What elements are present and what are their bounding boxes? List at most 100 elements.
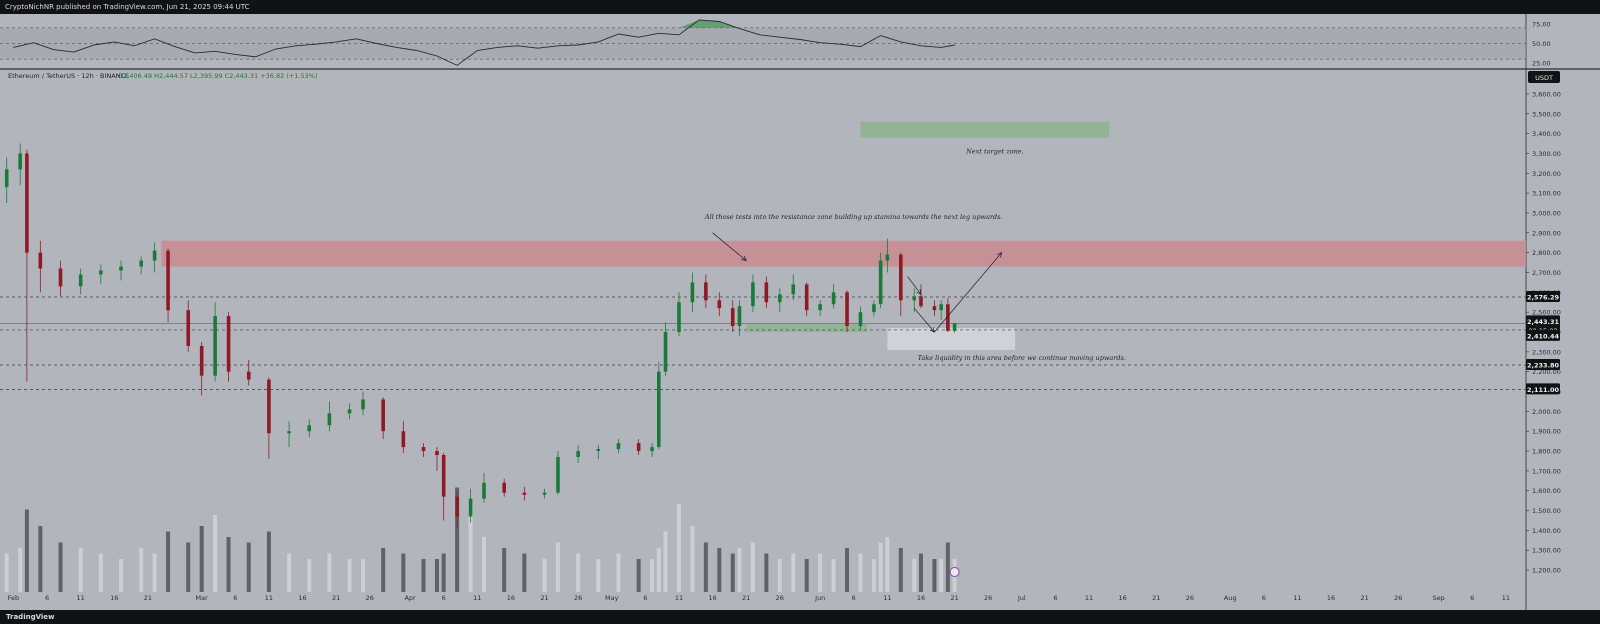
rsi-pane: 25.00 50.00 75.00	[0, 19, 1551, 68]
price-tick-label: 2,700.00	[1532, 269, 1561, 277]
volume-bar	[186, 542, 191, 592]
candle-body	[737, 306, 742, 327]
volume-bar	[441, 553, 446, 592]
volume-bar	[703, 542, 708, 592]
price-axis: 1,200.00 1,300.00 1,400.00 1,500.00 1,600.00…	[1526, 90, 1561, 575]
annotation-text: Take liquidity in this area before we co…	[918, 354, 1126, 362]
candle-body	[845, 292, 849, 327]
time-tick-label: 26	[1394, 594, 1402, 602]
price-tick-label: 3,600.00	[1532, 90, 1561, 98]
candle-body	[831, 292, 836, 305]
chart-canvas[interactable]: 25.00 50.00 75.00 Next target zone. All tho…	[0, 14, 1600, 610]
volume-bar	[347, 559, 352, 592]
volume-bar	[791, 553, 796, 592]
rsi-tick-label: 75.00	[1532, 20, 1551, 28]
time-tick-label: 6	[1470, 594, 1474, 602]
volume-bar	[455, 487, 460, 592]
volume-bar	[656, 548, 661, 592]
candle-body	[576, 451, 580, 457]
candle-body	[139, 260, 143, 267]
volume-bar	[831, 559, 836, 592]
volume-bar	[152, 553, 157, 592]
candle-body	[38, 252, 43, 269]
volume-bar	[717, 548, 722, 592]
candle-body	[401, 431, 406, 448]
candle-body	[58, 268, 63, 287]
volume-bar	[596, 559, 601, 592]
candle-body	[717, 300, 722, 309]
publisher-header: CryptoNichNR published on TradingView.co…	[0, 0, 1600, 14]
time-tick-label: Mar	[196, 594, 209, 602]
time-tick-label: 16	[917, 594, 925, 602]
candle-body	[636, 443, 641, 452]
volume-bar	[737, 548, 742, 592]
candle-body	[704, 282, 708, 301]
candle-body	[878, 260, 883, 305]
candle-body	[522, 492, 527, 495]
volume-bar	[522, 553, 527, 592]
volume-bar	[616, 553, 621, 592]
price-tick-label: 3,200.00	[1532, 170, 1561, 178]
time-tick-label: 11	[883, 594, 891, 602]
arrow-head	[741, 255, 747, 262]
price-tick-label: 1,700.00	[1532, 467, 1561, 475]
candle-body	[690, 282, 695, 303]
price-tick-label: 2,200.00	[1532, 368, 1561, 376]
volume-bar	[750, 542, 755, 592]
volume-bar	[845, 548, 850, 592]
volume-bar	[4, 553, 9, 592]
volume-bar	[226, 537, 231, 592]
time-tick-label: 26	[574, 594, 582, 602]
candle-body	[919, 296, 923, 307]
time-tick-label: 6	[233, 594, 237, 602]
rsi-tick-label: 50.00	[1532, 40, 1551, 48]
price-tick-label: 1,400.00	[1532, 527, 1561, 535]
time-tick-label: 6	[1262, 594, 1266, 602]
volume-bar	[542, 559, 547, 592]
candle-body	[730, 308, 735, 327]
time-tick-label: 26	[1186, 594, 1194, 602]
price-tick-label: 1,800.00	[1532, 448, 1561, 456]
time-tick-label: 6	[852, 594, 856, 602]
arrow-head	[916, 289, 922, 295]
candle-body	[246, 371, 251, 380]
price-tick-label: 1,900.00	[1532, 428, 1561, 436]
volume-bar	[858, 553, 863, 592]
volume-bar	[663, 531, 668, 592]
arrow-line	[934, 252, 1002, 333]
time-tick-label: Apr	[404, 594, 416, 602]
price-tick-label: 3,000.00	[1532, 209, 1561, 217]
candle-body	[657, 371, 661, 448]
volume-bar	[730, 553, 735, 592]
volume-bar	[361, 559, 366, 592]
volume-bar	[576, 553, 581, 592]
candle-body	[199, 345, 204, 376]
time-tick-label: 21	[144, 594, 152, 602]
zones	[161, 121, 1526, 350]
candle-body	[25, 153, 29, 253]
time-tick-label: 21	[540, 594, 548, 602]
candle-body	[455, 496, 459, 517]
symbol-name: Ethereum / TetherUS · 12h · BINANCE	[8, 72, 129, 80]
price-label-box	[1526, 358, 1560, 370]
candle-body	[213, 316, 217, 376]
price-tick-label: 2,900.00	[1532, 229, 1561, 237]
arrow-line	[712, 232, 747, 261]
arrow-head	[929, 327, 935, 333]
currency-badge[interactable]	[1528, 71, 1560, 83]
zone-target	[860, 121, 1110, 138]
volume-bar	[502, 548, 507, 592]
price-label-text: 2,576.29	[1527, 294, 1560, 302]
arrow-line	[913, 307, 935, 333]
volume-bar	[213, 515, 218, 592]
candle-body	[885, 254, 890, 261]
time-tick-label: 16	[298, 594, 306, 602]
price-tick-label: 1,300.00	[1532, 547, 1561, 555]
candle-body	[932, 306, 937, 311]
candle-body	[441, 455, 446, 497]
price-label-box	[1526, 329, 1560, 341]
volume-bar	[676, 504, 681, 592]
annotations: Next target zone. All those tests into th…	[704, 147, 1126, 361]
price-tick-label: 1,200.00	[1532, 567, 1561, 575]
time-tick-label: 16	[708, 594, 716, 602]
